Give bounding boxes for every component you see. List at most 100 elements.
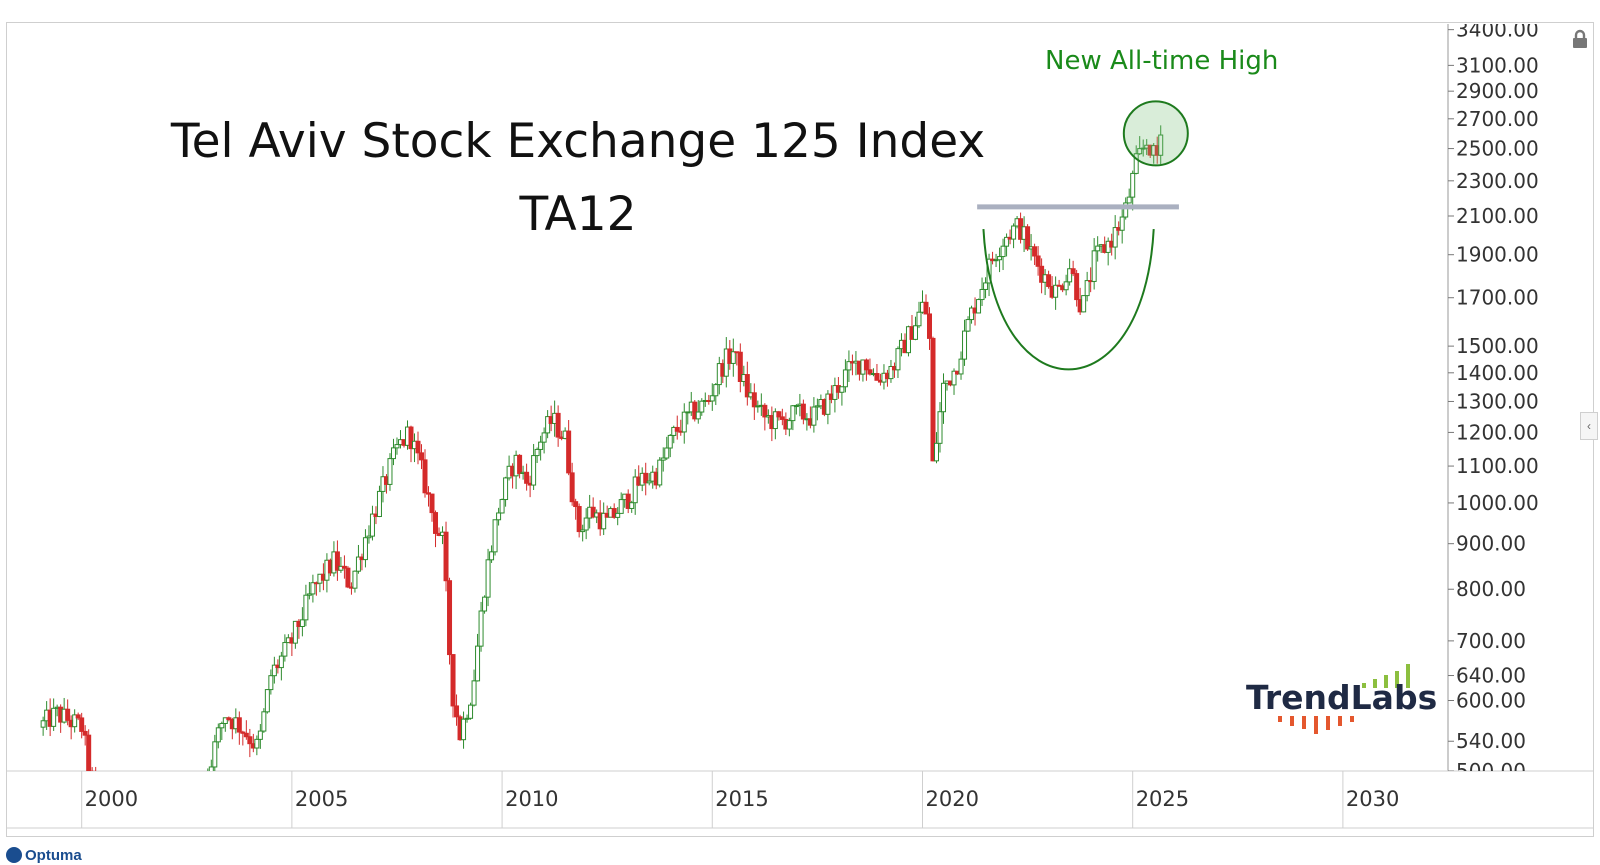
- candle-body: [240, 731, 246, 734]
- candle-body: [150, 788, 154, 789]
- candle-body: [75, 714, 81, 719]
- candle-body: [962, 330, 968, 360]
- candle-body: [1070, 268, 1076, 275]
- candle-body: [825, 393, 831, 415]
- candle-body: [415, 440, 421, 454]
- y-tick-label: 2300.00: [1456, 169, 1539, 193]
- candle-body: [471, 680, 477, 706]
- optuma-logo: Optuma: [6, 845, 82, 865]
- candle-body: [72, 714, 78, 728]
- candle-body: [426, 492, 432, 495]
- candle-body: [993, 259, 999, 262]
- candle-body: [660, 457, 666, 461]
- y-tick-label: 3100.00: [1456, 53, 1539, 77]
- candle-body: [164, 801, 168, 805]
- candle-body: [629, 502, 635, 509]
- candle-body: [478, 610, 484, 647]
- candle-body: [334, 551, 340, 571]
- candle-body: [692, 401, 698, 420]
- candle-body: [153, 788, 157, 802]
- candle-body: [192, 792, 196, 796]
- candle-body: [1046, 274, 1052, 287]
- candles: [40, 125, 1164, 805]
- logo-bar-green: [1406, 664, 1410, 688]
- candle-body: [226, 717, 232, 721]
- candle-body: [867, 369, 873, 375]
- candle-body: [863, 359, 869, 371]
- candle-body: [573, 501, 579, 508]
- candle-body: [618, 499, 624, 514]
- y-tick-label: 1200.00: [1456, 420, 1539, 444]
- candle-body: [772, 411, 778, 430]
- y-tick-label: 2900.00: [1456, 79, 1539, 103]
- candle-body: [569, 472, 575, 503]
- lock-icon: [1573, 29, 1587, 48]
- chart-title: Tel Aviv Stock Exchange 125 Index: [170, 114, 985, 169]
- candle-body: [447, 580, 453, 656]
- candle-body: [1095, 245, 1101, 252]
- candle-body: [888, 365, 894, 380]
- candle-body: [926, 313, 932, 339]
- logo-bar-red: [1338, 716, 1342, 726]
- candle-body: [208, 766, 214, 771]
- candle-body: [503, 477, 509, 501]
- candle-body: [916, 311, 922, 327]
- candle-body: [814, 405, 820, 408]
- candle-body: [212, 741, 218, 768]
- candle-body: [524, 471, 530, 484]
- candle-body: [1137, 148, 1143, 155]
- candle-body: [86, 734, 92, 771]
- collapse-panel-button[interactable]: ‹: [1580, 412, 1598, 440]
- y-tick-label: 540.00: [1456, 729, 1526, 753]
- candle-body: [695, 411, 701, 420]
- x-tick-label: 2010: [505, 787, 558, 811]
- candle-body: [366, 535, 372, 539]
- candle-body: [751, 392, 757, 408]
- x-tick-label: 2020: [925, 787, 978, 811]
- candle-body: [531, 455, 537, 486]
- logo-bar-red: [1278, 716, 1282, 722]
- candle-body: [167, 799, 171, 801]
- candle-body: [930, 337, 936, 462]
- candle-body: [800, 403, 806, 420]
- candle-body: [362, 537, 368, 561]
- y-tick-label: 500.00: [1456, 759, 1526, 783]
- lock-button[interactable]: [1566, 24, 1594, 54]
- candle-body: [811, 406, 817, 426]
- y-tick-label: 1100.00: [1456, 454, 1539, 478]
- candle-body: [492, 519, 498, 553]
- y-tick-label: 2100.00: [1456, 204, 1539, 228]
- candle-body: [355, 556, 361, 572]
- candle-body: [1119, 216, 1125, 231]
- candle-body: [485, 559, 491, 598]
- y-tick-label: 900.00: [1456, 532, 1526, 556]
- candle-body: [394, 444, 400, 449]
- candle-body: [923, 301, 929, 315]
- candle-body: [499, 499, 505, 514]
- candle-body: [657, 459, 663, 486]
- candle-body: [352, 570, 358, 589]
- candle-body: [934, 442, 940, 462]
- candle-body: [454, 705, 460, 718]
- candle-body: [181, 787, 185, 792]
- candle-body: [299, 619, 305, 627]
- candle-body: [496, 512, 502, 521]
- candle-body: [1067, 268, 1073, 283]
- candle-body: [674, 426, 680, 432]
- logo-bar-green: [1373, 679, 1377, 688]
- candle-body: [790, 405, 796, 422]
- candle-body: [709, 395, 715, 402]
- candle-body: [566, 430, 572, 474]
- candle-body: [576, 506, 582, 533]
- candle-body: [895, 348, 901, 371]
- candle-body: [730, 351, 736, 364]
- candle-body: [278, 655, 284, 669]
- logo-bar-red: [1314, 716, 1318, 734]
- chart-subtitle: TA12: [518, 187, 636, 242]
- y-tick-label: 700.00: [1456, 629, 1526, 653]
- candle-body: [846, 361, 852, 371]
- cup-arc: [982, 229, 1155, 371]
- candle-body: [206, 772, 210, 784]
- candle-body: [786, 420, 792, 430]
- candle-body: [215, 727, 221, 743]
